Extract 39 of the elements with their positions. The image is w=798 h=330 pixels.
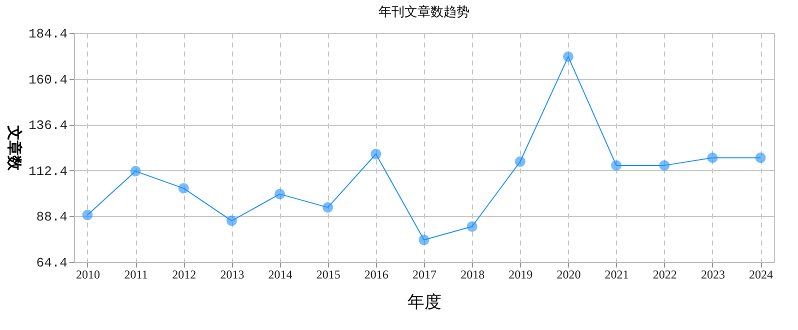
point (611, 160, 622, 171)
x-axis-title: 年度 (408, 292, 442, 312)
point (274, 188, 286, 200)
x-tick-label: 2015 (316, 268, 340, 282)
y-tick-label: 160.4 (28, 72, 68, 88)
y-tick-label: 136.4 (28, 118, 68, 134)
point (755, 152, 766, 164)
x-tick-label: 2017 (412, 268, 436, 282)
x-tick-label: 2013 (220, 268, 244, 282)
x-tick-label: 2024 (749, 268, 774, 282)
x-tick-label: 2018 (460, 268, 485, 282)
x-tick-label: 2012 (172, 268, 196, 282)
x-tick-label: 2014 (268, 268, 292, 282)
point (370, 148, 382, 160)
point (466, 221, 478, 232)
y-tick-label: 88.4 (36, 210, 68, 225)
x-tick-label: 2019 (508, 268, 533, 282)
point (178, 183, 189, 194)
point (130, 166, 141, 176)
point (514, 156, 526, 167)
y-tick-label: 184.4 (28, 26, 68, 42)
x-tick-label: 2023 (700, 268, 725, 282)
x-tick-label: 2016 (364, 268, 388, 282)
x-tick-label: 2010 (76, 268, 100, 282)
y-axis-title: 文章数 (5, 124, 24, 172)
point (82, 210, 93, 220)
point (659, 160, 670, 171)
point (707, 152, 718, 164)
point (322, 202, 334, 213)
x-tick-label: 2020 (556, 268, 581, 282)
point (418, 234, 430, 246)
y-tick-label: 64.4 (36, 256, 68, 270)
x-tick-label: 2022 (652, 268, 677, 282)
point (562, 51, 574, 62)
x-tick-label: 2021 (604, 268, 629, 282)
y-tick-label: 112.4 (28, 164, 68, 179)
chart-title: 年刊文章数趋势 (378, 4, 470, 19)
x-tick-label: 2011 (124, 268, 148, 282)
point (226, 216, 237, 226)
